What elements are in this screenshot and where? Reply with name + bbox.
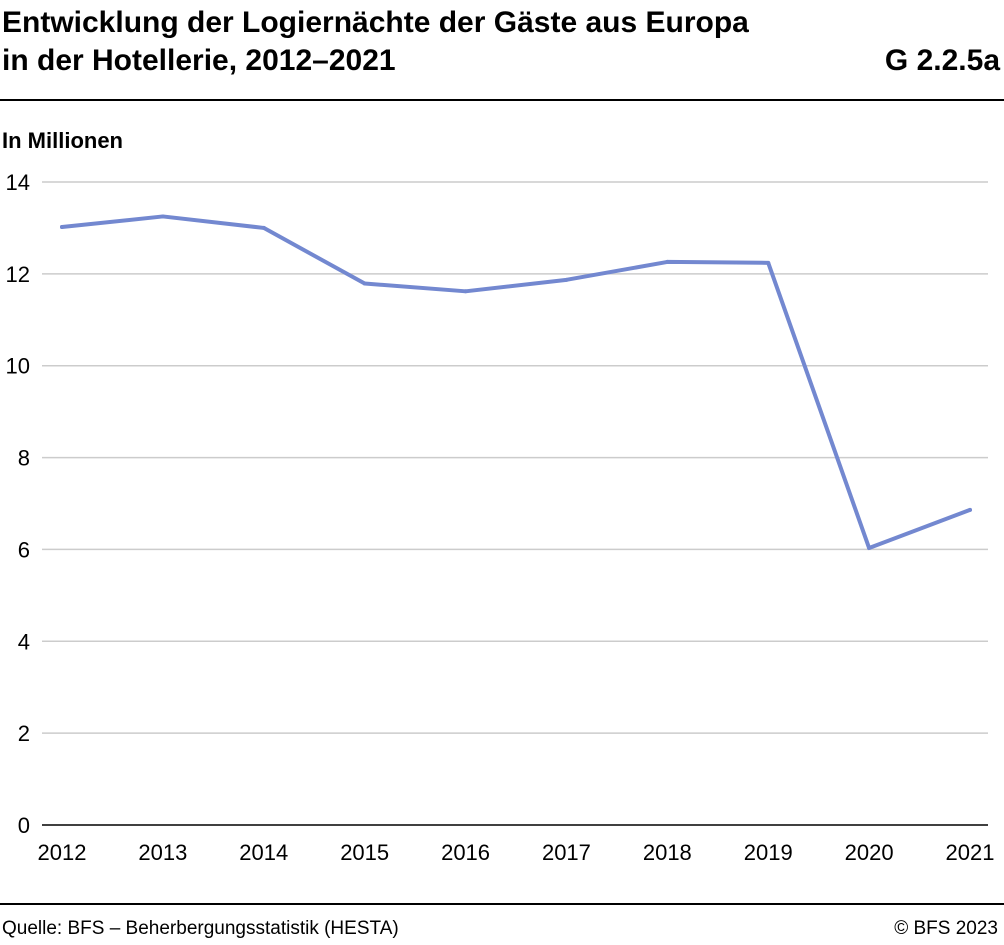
y-tick-label: 8 (18, 446, 30, 471)
footer-divider (0, 903, 1004, 905)
x-tick-label: 2018 (643, 840, 692, 865)
y-tick-label: 10 (6, 354, 30, 379)
x-tick-label: 2013 (138, 840, 187, 865)
header-divider (0, 99, 1004, 101)
data-point (665, 259, 670, 264)
copyright-note: © BFS 2023 (894, 918, 998, 939)
data-point (463, 289, 468, 294)
x-axis-ticks: 2012 2013 2014 2015 2016 2017 2018 2019 2020 2021 (38, 840, 995, 865)
data-point (564, 277, 569, 282)
x-tick-label: 2017 (542, 840, 591, 865)
y-tick-label: 4 (18, 629, 30, 654)
data-point (261, 225, 266, 230)
data-point (766, 260, 771, 265)
y-tick-label: 14 (6, 170, 30, 195)
series-line (60, 214, 972, 551)
series-group (60, 214, 972, 551)
chart-title-line-1: Entwicklung der Logiernächte der Gäste a… (2, 6, 749, 39)
x-tick-label: 2014 (239, 840, 288, 865)
y-tick-label: 6 (18, 537, 30, 562)
y-axis-ticks: 0 2 4 6 8 10 12 14 (6, 170, 30, 838)
y-tick-label: 12 (6, 262, 30, 287)
data-point (160, 214, 165, 219)
chart-title: Entwicklung der Logiernächte der Gäste a… (2, 4, 749, 80)
data-point (60, 225, 64, 230)
line-chart: 0 2 4 6 8 10 12 14 2012 2013 2014 2015 2016 2017 2018… (6, 170, 995, 865)
x-tick-label: 2021 (946, 840, 995, 865)
data-point (867, 546, 872, 551)
x-tick-label: 2016 (441, 840, 490, 865)
source-note: Quelle: BFS – Beherbergungsstatistik (HE… (2, 918, 399, 939)
chart-id: G 2.2.5a (884, 44, 1000, 77)
x-tick-label: 2012 (38, 840, 87, 865)
data-point (968, 507, 972, 512)
x-tick-label: 2020 (845, 840, 894, 865)
x-tick-label: 2015 (340, 840, 389, 865)
data-point (362, 281, 367, 286)
y-axis-unit-label: In Millionen (2, 128, 123, 153)
y-tick-label: 2 (18, 721, 30, 746)
grid-lines (42, 181, 988, 734)
x-tick-label: 2019 (744, 840, 793, 865)
y-tick-label: 0 (18, 813, 30, 838)
chart-title-line-2: in der Hotellerie, 2012–2021 (2, 44, 396, 77)
